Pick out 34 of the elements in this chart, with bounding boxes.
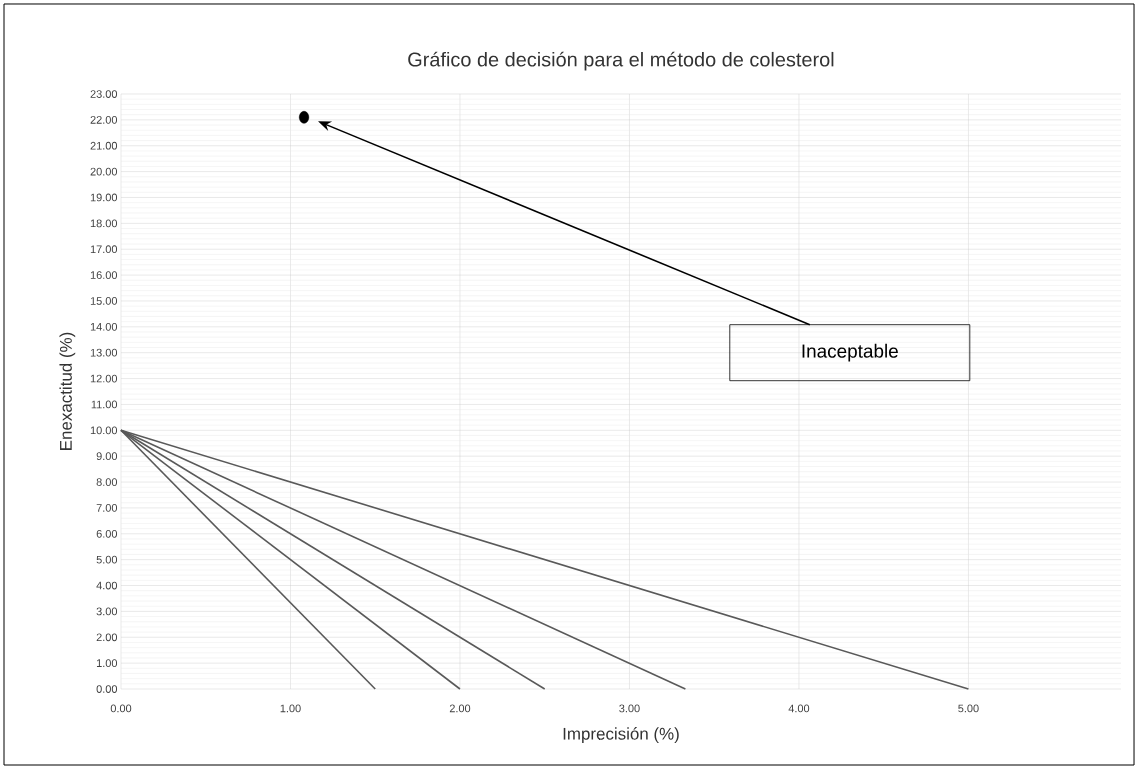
x-axis-title: Imprecisión (%) <box>563 727 679 744</box>
y-tick-label: 14.00 <box>90 322 118 331</box>
y-tick-label: 8.00 <box>96 478 118 486</box>
y-tick-label: 17.00 <box>90 245 118 254</box>
y-tick-label: 6.00 <box>96 529 118 538</box>
y-tick-label: 3.00 <box>96 607 118 616</box>
y-tick-label: 7.00 <box>96 504 118 512</box>
y-tick-label: 18.00 <box>90 219 118 228</box>
y-tick-label: 0.00 <box>96 685 118 693</box>
y-tick-label: 2.00 <box>96 633 118 642</box>
x-tick-label: 5.00 <box>958 704 979 713</box>
y-tick-label: 1.00 <box>96 659 118 668</box>
y-tick-label: 13.00 <box>90 348 118 357</box>
x-tick-label: 4.00 <box>788 704 810 713</box>
y-tick-label: 5.00 <box>96 555 118 564</box>
y-tick-label: 11.00 <box>91 400 118 409</box>
y-tick-label: 22.00 <box>90 116 118 124</box>
y-tick-label: 10.00 <box>90 426 118 435</box>
y-tick-label: 4.00 <box>96 581 118 590</box>
y-tick-label: 12.00 <box>90 374 118 383</box>
y-tick-label: 19.00 <box>90 193 118 202</box>
y-tick-label: 23.00 <box>90 90 118 98</box>
x-tick-label: 3.00 <box>619 704 640 713</box>
x-tick-label: 2.00 <box>449 704 471 713</box>
chart-title: Gráfico de decisión para el método de colesterol <box>408 51 834 71</box>
x-tick-label: 1.00 <box>280 704 301 713</box>
y-tick-label: 21.00 <box>90 141 118 150</box>
y-tick-label: 16.00 <box>90 271 118 279</box>
y-axis-title: Enexactitud (%) <box>59 332 76 450</box>
y-tick-label: 20.00 <box>90 167 118 176</box>
y-tick-label: 9.00 <box>96 452 118 461</box>
y-tick-label: 15.00 <box>90 297 118 305</box>
x-tick-label: 0.00 <box>110 704 132 713</box>
annotation: Inaceptable <box>802 343 898 362</box>
